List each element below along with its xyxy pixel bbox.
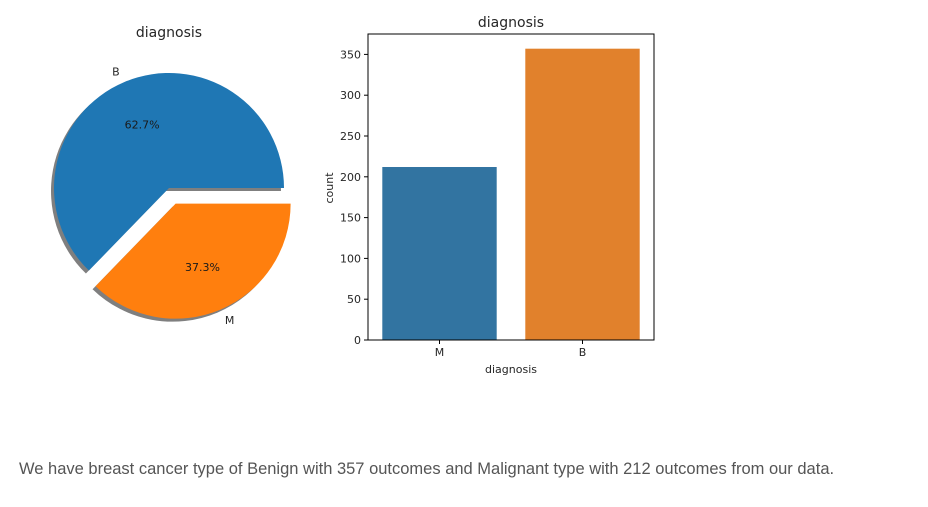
caption-text: We have breast cancer type of Benign wit… <box>19 460 835 478</box>
bar-y-axis-label: count <box>323 172 336 204</box>
bar-x-tick-label-b: B <box>579 346 587 359</box>
bar-y-tick-label-100: 100 <box>340 252 361 265</box>
pie-slices <box>53 72 291 319</box>
bar-bars <box>382 48 640 341</box>
pie-labels: B 62.7% M 37.3% <box>112 66 234 328</box>
bar-y-axis-ticks: 0 50 100 150 200 250 300 350 <box>340 48 368 347</box>
pie-category-label-m: M <box>225 314 235 327</box>
bar-y-tick-label-50: 50 <box>347 293 361 306</box>
pie-category-label-b: B <box>112 66 120 79</box>
bar-y-tick-label-200: 200 <box>340 171 361 184</box>
bar-m <box>382 167 497 340</box>
bar-x-axis-label: diagnosis <box>485 363 537 376</box>
pie-percent-label-b: 62.7% <box>125 118 160 131</box>
bar-x-tick-label-m: M <box>435 346 445 359</box>
bar-y-tick-label-150: 150 <box>340 212 361 225</box>
bar-y-tick-label-300: 300 <box>340 89 361 102</box>
pie-slice-b <box>53 72 284 271</box>
bar-y-tick-label-250: 250 <box>340 130 361 143</box>
pie-chart: diagnosis B 62.7% M 37.3% <box>50 25 291 328</box>
bar-b <box>525 48 640 341</box>
figure: diagnosis B 62.7% M 37.3% diagnosis 0 50 100 1… <box>50 15 655 376</box>
bar-chart-title: diagnosis <box>478 15 544 31</box>
pie-chart-title: diagnosis <box>136 25 202 41</box>
bar-y-tick-label-350: 350 <box>340 48 361 61</box>
pie-slice-m <box>95 203 291 319</box>
bar-plot-frame <box>367 33 655 341</box>
bar-y-tick-label-0: 0 <box>354 334 361 347</box>
pie-percent-label-m: 37.3% <box>185 261 220 274</box>
